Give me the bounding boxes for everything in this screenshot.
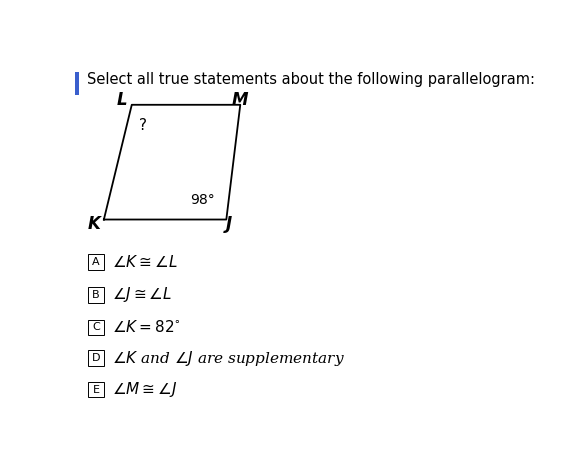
Text: $\angle J \cong \angle L$: $\angle J \cong \angle L$ [111, 286, 172, 304]
Text: E: E [93, 385, 100, 395]
Text: $\angle M \cong \angle J$: $\angle M \cong \angle J$ [111, 380, 177, 399]
Text: $\angle K \cong \angle L$: $\angle K \cong \angle L$ [111, 254, 177, 270]
Text: D: D [92, 353, 100, 363]
Text: J: J [226, 215, 231, 233]
FancyBboxPatch shape [75, 72, 79, 95]
Text: L: L [117, 91, 127, 109]
Text: C: C [92, 322, 100, 333]
FancyBboxPatch shape [89, 382, 104, 397]
Text: $\angle K$ and $\angle J$ are supplementary: $\angle K$ and $\angle J$ are supplement… [111, 348, 345, 368]
Text: K: K [88, 215, 101, 233]
FancyBboxPatch shape [89, 287, 104, 303]
Text: ?: ? [139, 118, 147, 133]
Text: Select all true statements about the following parallelogram:: Select all true statements about the fol… [87, 72, 535, 87]
FancyBboxPatch shape [89, 254, 104, 270]
Text: B: B [92, 290, 100, 300]
FancyBboxPatch shape [89, 350, 104, 366]
Text: M: M [231, 91, 248, 109]
FancyBboxPatch shape [89, 319, 104, 335]
Text: A: A [92, 257, 100, 267]
Text: $\angle K = 82^{\circ}$: $\angle K = 82^{\circ}$ [111, 319, 181, 335]
Text: 98°: 98° [190, 193, 215, 207]
